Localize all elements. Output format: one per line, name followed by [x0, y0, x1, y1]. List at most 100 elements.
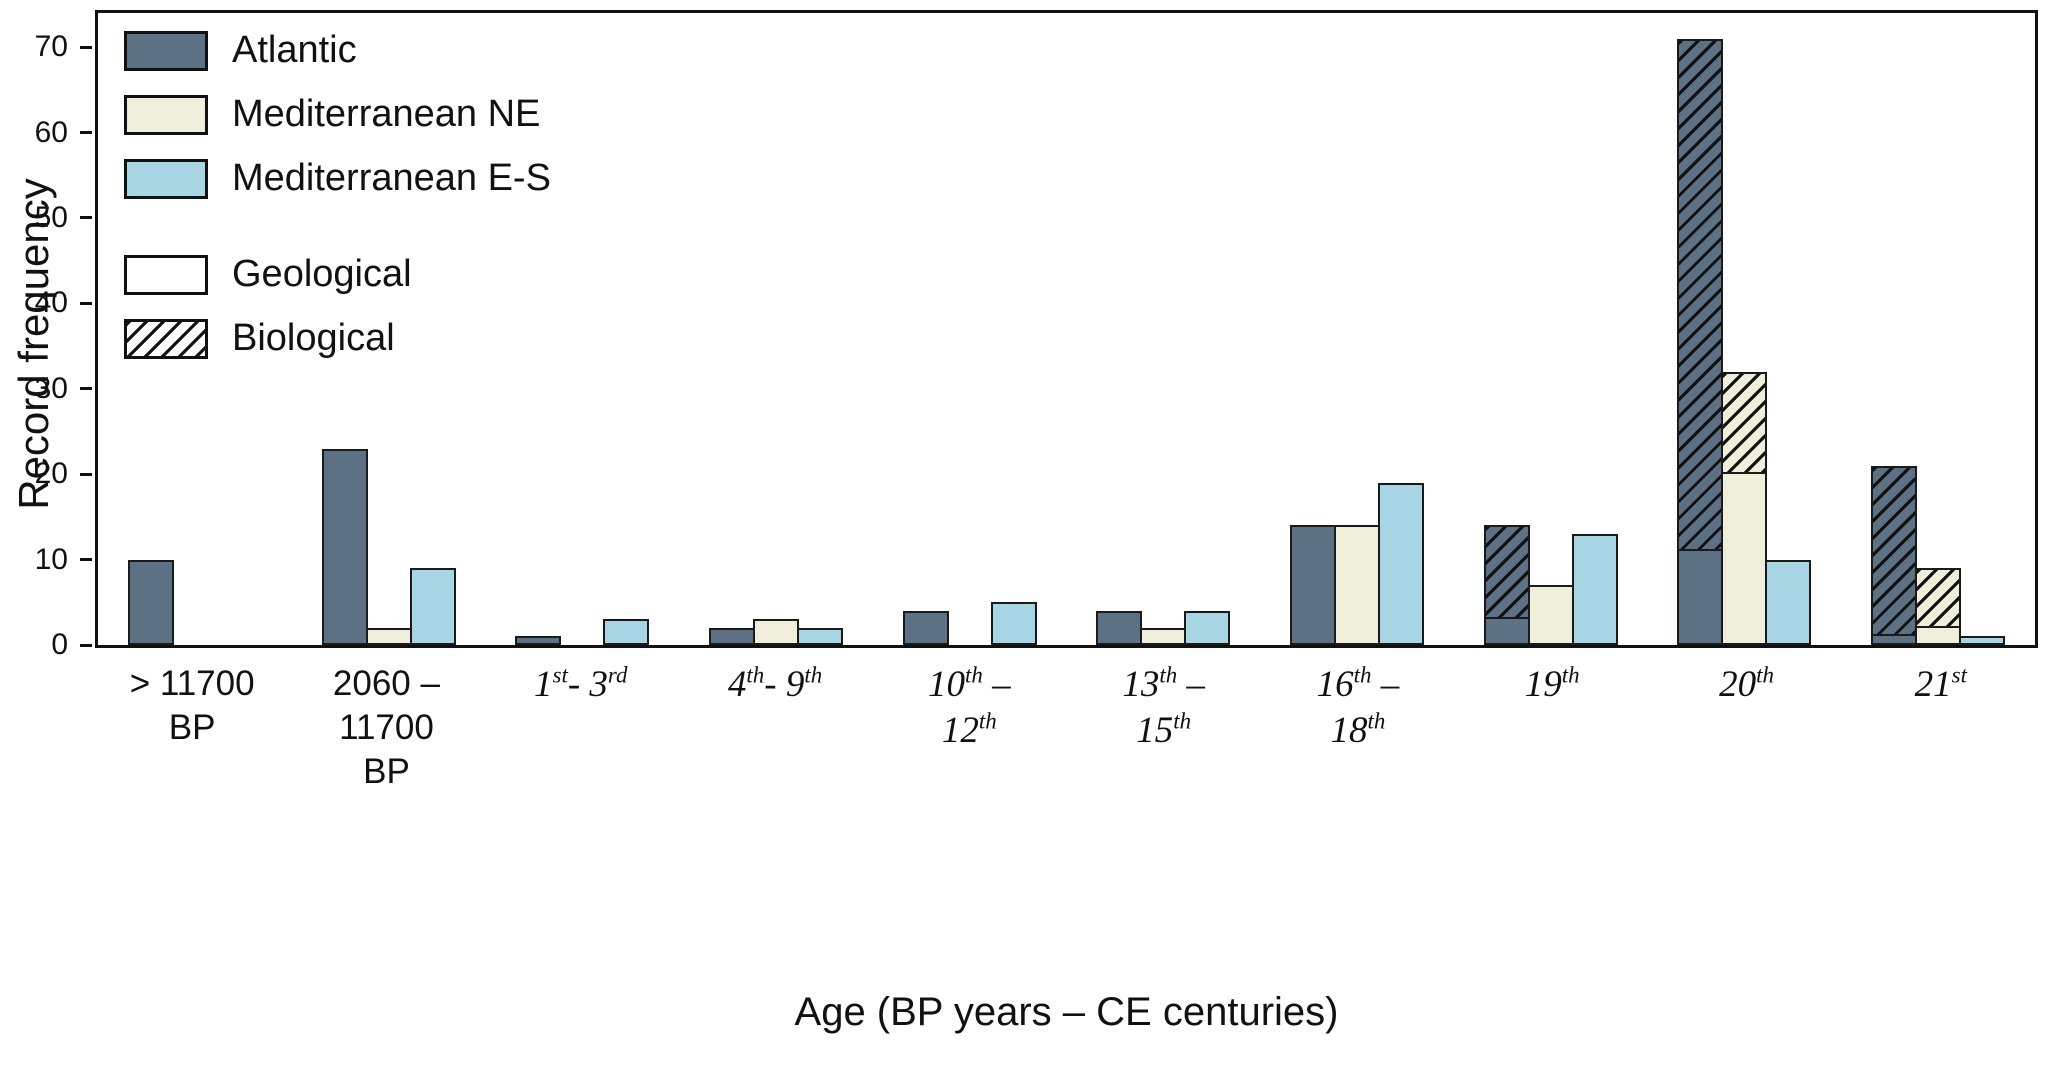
x-tick-label: 16th –18th — [1316, 662, 1400, 752]
bar-segment-biological — [1721, 371, 1768, 475]
bar-mediterranean-ne — [752, 619, 799, 645]
bar-atlantic — [902, 610, 949, 645]
bar-atlantic — [127, 559, 174, 645]
bar-segment-geological — [1378, 482, 1425, 645]
legend-swatch — [124, 94, 208, 135]
bar-segment-geological — [1290, 525, 1337, 645]
bar-segment-geological — [1721, 474, 1768, 645]
bar-group — [1648, 13, 1842, 645]
legend-item-mediterranean-e-s: Mediterranean E-S — [124, 157, 551, 200]
bar-mediterranean-e-s — [1959, 636, 2006, 645]
bar-mediterranean-e-s — [796, 627, 843, 645]
bar-group — [292, 13, 486, 645]
bar-atlantic — [321, 448, 368, 645]
bar-segment-geological — [365, 627, 412, 645]
legend-label: Mediterranean E-S — [232, 157, 551, 199]
legend-label: Atlantic — [232, 29, 357, 71]
bar-atlantic — [1871, 465, 1918, 645]
bar-atlantic — [515, 636, 562, 645]
y-tick-mark — [80, 131, 92, 135]
x-axis-title: Age (BP years – CE centuries) — [794, 990, 1339, 1034]
x-tick-label: 10th –12th — [928, 662, 1011, 752]
bar-segment-geological — [603, 619, 650, 645]
bar-atlantic — [1483, 525, 1530, 645]
y-tick-label: 40 — [34, 286, 68, 320]
bar-mediterranean-e-s — [603, 619, 650, 645]
y-tick-mark — [80, 472, 92, 476]
x-axis-labels: > 11700 BP 2060 –11700 BP 1st- 3rd 4th- 9th 10… — [95, 662, 2038, 793]
bar-atlantic — [1677, 38, 1724, 645]
bar-group — [679, 13, 873, 645]
bar-segment-geological — [1765, 559, 1812, 645]
bar-segment-geological — [1334, 525, 1381, 645]
legend-swatch — [124, 318, 208, 359]
chart-plot-area: Atlantic Mediterranean NE Mediterranean E-… — [95, 10, 2038, 648]
y-tick-mark — [80, 45, 92, 49]
bar-segment-geological — [321, 448, 368, 645]
x-tick-label: 21st — [1914, 662, 1967, 705]
y-tick-label: 70 — [34, 30, 68, 64]
bar-segment-geological — [902, 610, 949, 645]
x-tick-label: 1st- 3rd — [534, 662, 628, 705]
legend-swatch — [124, 158, 208, 199]
y-tick-label: 30 — [34, 371, 68, 405]
bar-mediterranean-ne — [1334, 525, 1381, 645]
y-tick-label: 50 — [34, 200, 68, 234]
y-tick-label: 10 — [34, 542, 68, 576]
bar-segment-geological — [1096, 610, 1143, 645]
plot-inner: Atlantic Mediterranean NE Mediterranean E-… — [98, 13, 2035, 645]
legend-label: Biological — [232, 317, 395, 359]
legend-label: Geological — [232, 253, 412, 295]
y-tick-mark — [80, 643, 92, 647]
bar-mediterranean-e-s — [1765, 559, 1812, 645]
legend-item-biological: Biological — [124, 317, 551, 360]
bar-group — [1454, 13, 1648, 645]
bar-mediterranean-e-s — [1571, 533, 1618, 645]
bar-segment-geological — [1527, 585, 1574, 645]
x-tick-label: 2060 –11700 BP — [332, 664, 440, 791]
bar-mediterranean-ne — [365, 627, 412, 645]
bar-atlantic — [1290, 525, 1337, 645]
bar-group — [1841, 13, 2035, 645]
bar-mediterranean-e-s — [409, 568, 456, 645]
y-tick-label: 60 — [34, 115, 68, 149]
bar-segment-geological — [1483, 619, 1530, 645]
bar-group — [1067, 13, 1261, 645]
bar-segment-biological — [1915, 568, 1962, 628]
bar-segment-biological — [1677, 38, 1724, 552]
bar-segment-biological — [1871, 465, 1918, 637]
bar-segment-geological — [127, 559, 174, 645]
y-tick-mark — [80, 558, 92, 562]
bar-segment-geological — [1184, 610, 1231, 645]
legend-swatch — [124, 30, 208, 71]
legend-item-geological: Geological — [124, 253, 551, 296]
bar-atlantic — [1096, 610, 1143, 645]
bar-segment-geological — [796, 627, 843, 645]
y-tick-label: 20 — [34, 457, 68, 491]
bar-group — [98, 13, 292, 645]
chart-legend: Atlantic Mediterranean NE Mediterranean E-… — [124, 29, 551, 381]
bar-mediterranean-ne — [1721, 371, 1768, 645]
bar-segment-geological — [409, 568, 456, 645]
bar-mediterranean-ne — [1140, 627, 1187, 645]
x-tick-label: 19th — [1524, 662, 1580, 705]
y-tick-mark — [80, 216, 92, 220]
bar-segment-geological — [708, 627, 755, 645]
x-tick-label: 4th- 9th — [727, 662, 823, 705]
legend-label: Mediterranean NE — [232, 93, 541, 135]
y-tick-mark — [80, 301, 92, 305]
bar-group — [1260, 13, 1454, 645]
bar-segment-geological — [515, 636, 562, 645]
bar-mediterranean-ne — [1915, 568, 1962, 645]
bar-mediterranean-ne — [1527, 585, 1574, 645]
bar-segment-biological — [1483, 525, 1530, 620]
bar-segment-geological — [1140, 627, 1187, 645]
bar-segment-geological — [1959, 636, 2006, 645]
bar-group — [873, 13, 1067, 645]
bar-segment-geological — [1915, 627, 1962, 645]
bar-segment-geological — [1871, 636, 1918, 645]
bar-segment-geological — [1571, 533, 1618, 645]
bar-atlantic — [708, 627, 755, 645]
x-tick-label: > 11700 BP — [129, 664, 255, 747]
y-tick-mark — [80, 387, 92, 391]
